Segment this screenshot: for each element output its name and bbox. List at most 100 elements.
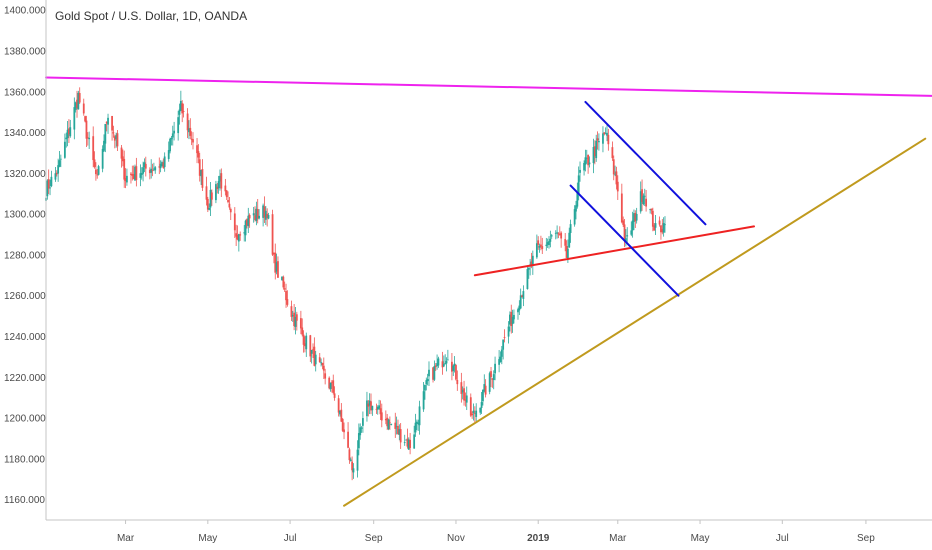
candle xyxy=(356,440,359,478)
candle xyxy=(432,366,434,383)
candle xyxy=(379,400,382,420)
candle xyxy=(329,382,332,392)
candle xyxy=(93,151,96,169)
candle xyxy=(130,171,132,184)
candle xyxy=(641,179,643,211)
candle xyxy=(65,132,68,148)
candle xyxy=(210,189,213,206)
candle xyxy=(169,137,171,154)
candle xyxy=(173,121,176,141)
price-tick-label: 1360.000 xyxy=(4,87,46,98)
olive-support-line[interactable] xyxy=(343,137,927,507)
candle xyxy=(634,210,637,228)
candle xyxy=(510,304,513,334)
candle xyxy=(68,119,70,144)
time-tick-label: May xyxy=(691,533,710,544)
price-tick-label: 1280.000 xyxy=(4,250,46,261)
candle xyxy=(209,181,212,217)
candle xyxy=(244,219,247,242)
time-tick-label: Mar xyxy=(609,533,627,544)
time-axis-labels: Mar May Jul Sep Nov 2019 Mar May Jul Sep xyxy=(117,520,875,544)
candle xyxy=(84,115,87,123)
candle xyxy=(413,425,416,449)
time-tick-label: Sep xyxy=(365,533,383,544)
candle xyxy=(47,169,50,195)
red-trend-line[interactable] xyxy=(473,225,755,277)
candle xyxy=(217,175,220,194)
candle xyxy=(360,426,363,433)
candle xyxy=(236,225,239,241)
candle xyxy=(595,134,598,162)
candle xyxy=(76,90,78,118)
candle xyxy=(111,115,113,141)
candle xyxy=(428,361,430,387)
candle xyxy=(104,123,107,153)
candle xyxy=(190,131,193,146)
candle xyxy=(359,423,362,440)
candle xyxy=(479,407,482,415)
candle xyxy=(86,132,89,146)
candle xyxy=(186,108,189,139)
candle xyxy=(124,168,127,189)
candle xyxy=(664,216,666,233)
candle xyxy=(460,372,463,403)
price-tick-label: 1180.000 xyxy=(4,454,45,465)
candle xyxy=(206,196,209,213)
candle xyxy=(564,233,567,252)
candle xyxy=(225,189,228,201)
candle xyxy=(140,167,143,180)
candle xyxy=(398,424,401,441)
candle xyxy=(330,379,333,393)
candle xyxy=(490,366,492,388)
candle xyxy=(255,201,258,226)
candle xyxy=(228,196,231,210)
candle xyxy=(243,225,246,242)
candle xyxy=(397,419,399,435)
candle xyxy=(453,356,456,373)
candle xyxy=(579,161,581,182)
candle xyxy=(527,267,530,279)
blue-channel-lower[interactable] xyxy=(569,184,680,297)
candle xyxy=(603,132,606,136)
candle xyxy=(131,165,134,181)
magenta-resistance-line[interactable] xyxy=(45,76,932,97)
candle xyxy=(371,405,374,416)
candle xyxy=(88,131,91,149)
blue-channel-upper[interactable] xyxy=(584,100,707,226)
price-tick-label: 1160.000 xyxy=(4,495,45,506)
candle xyxy=(73,97,76,140)
candle xyxy=(624,229,627,247)
candle xyxy=(348,447,351,464)
candle xyxy=(492,370,495,390)
candle xyxy=(405,439,407,441)
price-axis-labels: 1160.000 1180.000 1200.000 1220.000 1240.000… xyxy=(4,6,46,506)
candle xyxy=(171,125,174,146)
candle xyxy=(554,230,557,240)
candle xyxy=(616,175,619,200)
candle xyxy=(422,381,425,412)
candle xyxy=(399,423,402,449)
candle xyxy=(488,371,491,395)
candle xyxy=(585,149,588,164)
candle xyxy=(162,158,165,169)
candle xyxy=(434,363,437,371)
candle xyxy=(92,126,95,168)
candle xyxy=(441,351,444,375)
time-tick-label: Mar xyxy=(117,533,135,544)
candle xyxy=(248,213,251,228)
candle xyxy=(437,356,440,368)
candle xyxy=(277,256,279,278)
candle xyxy=(615,166,618,190)
candle xyxy=(293,304,296,331)
candle xyxy=(483,374,486,393)
candle xyxy=(196,138,198,164)
candle xyxy=(274,243,277,280)
candle xyxy=(116,129,119,152)
candle xyxy=(538,243,541,253)
candle xyxy=(264,205,267,225)
price-tick-label: 1380.000 xyxy=(4,46,46,57)
candle xyxy=(349,457,352,462)
candle xyxy=(304,336,306,353)
candle xyxy=(560,231,563,248)
